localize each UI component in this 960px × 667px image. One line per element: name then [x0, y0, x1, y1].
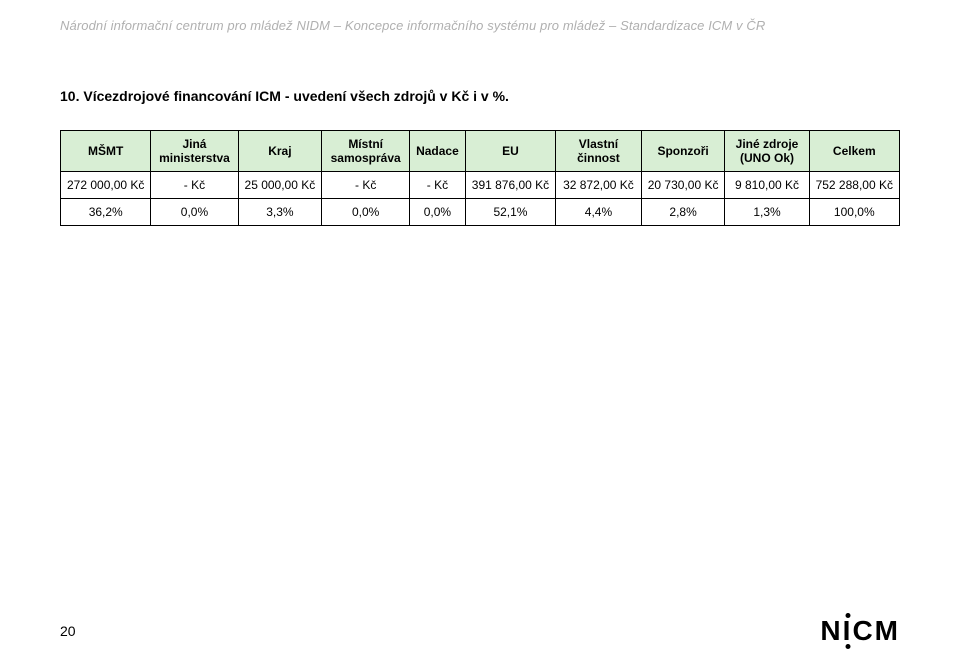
col-msmt: MŠMT: [61, 131, 151, 172]
funding-table: MŠMT Jiná ministerstva Kraj Místní samos…: [60, 130, 900, 226]
col-cinnost: Vlastní činnost: [556, 131, 642, 172]
cell: 52,1%: [465, 199, 555, 226]
page-number: 20: [60, 623, 76, 639]
section-title: 10. Vícezdrojové financování ICM - uvede…: [60, 88, 509, 104]
col-eu: EU: [465, 131, 555, 172]
page-header: Národní informační centrum pro mládež NI…: [60, 18, 900, 33]
cell: 36,2%: [61, 199, 151, 226]
funding-table-wrap: MŠMT Jiná ministerstva Kraj Místní samos…: [60, 130, 900, 226]
cell: 9 810,00 Kč: [725, 172, 809, 199]
logo: NICM: [820, 615, 900, 647]
table-row: 272 000,00 Kč - Kč 25 000,00 Kč - Kč - K…: [61, 172, 900, 199]
cell: 0,0%: [151, 199, 238, 226]
col-sponzori: Sponzoři: [641, 131, 725, 172]
cell: 100,0%: [809, 199, 899, 226]
col-samosprava: Místní samospráva: [322, 131, 410, 172]
logo-letter: M: [875, 615, 900, 646]
table-row: 36,2% 0,0% 3,3% 0,0% 0,0% 52,1% 4,4% 2,8…: [61, 199, 900, 226]
cell: 0,0%: [410, 199, 466, 226]
cell: 391 876,00 Kč: [465, 172, 555, 199]
cell: 752 288,00 Kč: [809, 172, 899, 199]
cell: 20 730,00 Kč: [641, 172, 725, 199]
cell: - Kč: [151, 172, 238, 199]
cell: 4,4%: [556, 199, 642, 226]
logo-letter: N: [820, 615, 842, 646]
col-jine: Jiné zdroje (UNO Ok): [725, 131, 809, 172]
cell: 2,8%: [641, 199, 725, 226]
cell: 25 000,00 Kč: [238, 172, 322, 199]
logo-letter: C: [852, 615, 874, 646]
cell: - Kč: [410, 172, 466, 199]
cell: 0,0%: [322, 199, 410, 226]
cell: - Kč: [322, 172, 410, 199]
cell: 1,3%: [725, 199, 809, 226]
col-kraj: Kraj: [238, 131, 322, 172]
cell: 272 000,00 Kč: [61, 172, 151, 199]
col-celkem: Celkem: [809, 131, 899, 172]
logo-letter: I: [843, 615, 853, 647]
col-ministerstva: Jiná ministerstva: [151, 131, 238, 172]
col-nadace: Nadace: [410, 131, 466, 172]
cell: 32 872,00 Kč: [556, 172, 642, 199]
cell: 3,3%: [238, 199, 322, 226]
